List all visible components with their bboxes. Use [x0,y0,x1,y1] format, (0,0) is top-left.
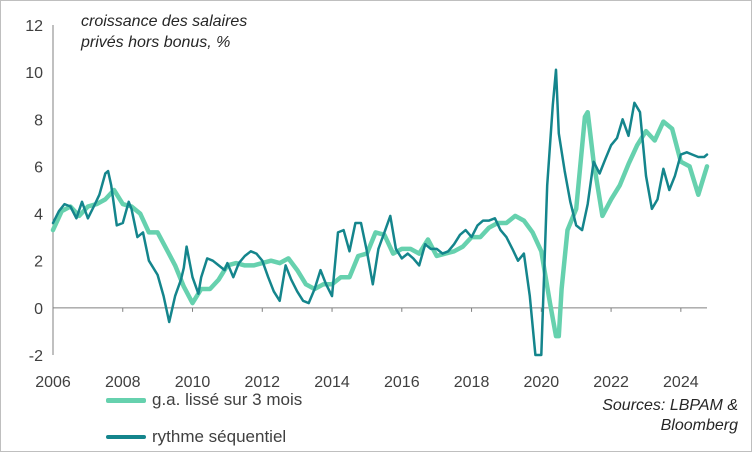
series-line-smoothed [50,109,710,339]
y-tick-label-4: 4 [34,207,43,224]
legend-swatch-sequential [106,435,146,439]
y-tick-label-10: 10 [25,65,43,82]
chart-title-line-2: privés hors bonus, % [81,34,231,51]
x-tick-label-2008: 2008 [105,374,141,391]
y-tick-label-6: 6 [34,159,43,176]
source-line-1: Sources: LBPAM & [602,397,738,414]
x-tick-label-2016: 2016 [384,374,420,391]
x-tick-label-2014: 2014 [314,374,350,391]
source-note: Sources: LBPAM & Bloomberg [602,396,738,436]
x-tick-label-2018: 2018 [454,374,490,391]
legend-item-smoothed: g.a. lissé sur 3 mois [106,389,302,411]
legend-item-sequential: rythme séquentiel [106,426,302,448]
x-tick-label-2022: 2022 [593,374,629,391]
legend-label-smoothed: g.a. lissé sur 3 mois [152,390,303,409]
y-tick-label-0: 0 [34,301,43,318]
y-tick-label-2: 2 [34,254,43,271]
series-line-sequential [51,68,709,357]
x-tick-label-2010: 2010 [175,374,211,391]
legend-label-sequential: rythme séquentiel [152,427,287,446]
y-tick-label-12: 12 [25,18,43,35]
source-line-2: Bloomberg [660,417,738,434]
legend-swatch-smoothed [106,397,146,403]
chart-title: croissance des salaires privés hors bonu… [81,11,247,53]
chart-legend: g.a. lissé sur 3 mois rythme séquentiel [106,389,302,451]
x-tick-label-2024: 2024 [663,374,699,391]
x-tick-label-2006: 2006 [35,374,71,391]
y-tick-label-8: 8 [34,112,43,129]
x-tick-label-2020: 2020 [524,374,560,391]
x-tick-label-2012: 2012 [244,374,280,391]
chart-title-line-1: croissance des salaires [81,13,248,30]
y-tick-label--2: -2 [29,348,43,365]
